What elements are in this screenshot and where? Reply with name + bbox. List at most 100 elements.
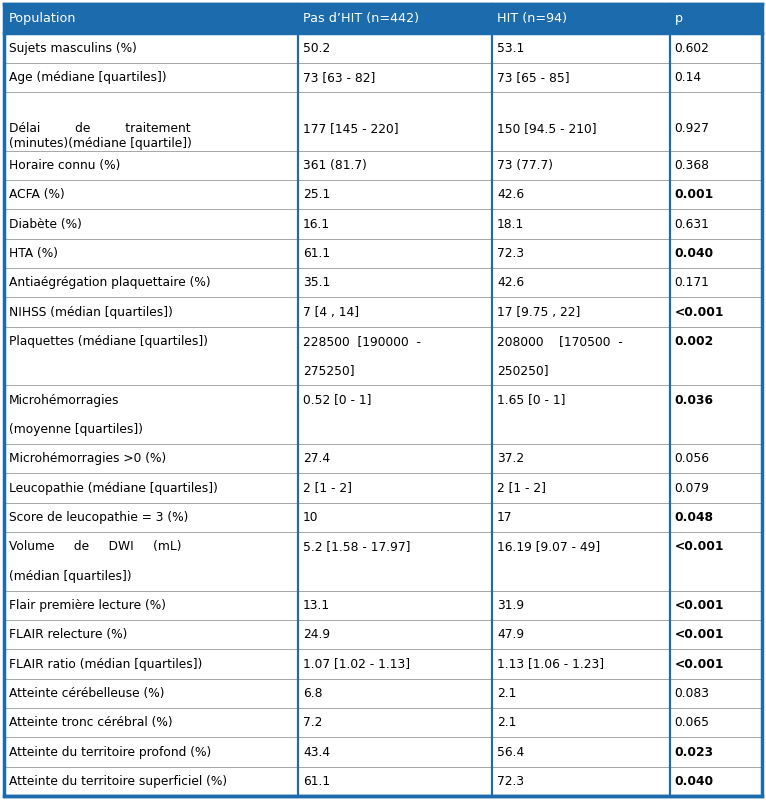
Text: 0.065: 0.065 [675,716,709,729]
Text: Volume     de     DWI     (mL): Volume de DWI (mL) [9,540,182,553]
Text: 53.1: 53.1 [497,42,525,54]
Text: 73 (77.7): 73 (77.7) [497,159,553,172]
Text: Antiaégrégation plaquettaire (%): Antiaégrégation plaquettaire (%) [9,276,211,289]
Text: 24.9: 24.9 [303,628,330,641]
Text: 1.13 [1.06 - 1.23]: 1.13 [1.06 - 1.23] [497,658,604,670]
Text: 50.2: 50.2 [303,42,330,54]
Bar [4,238,762,268]
Bar [4,92,762,180]
Text: 37.2: 37.2 [497,452,524,465]
Bar [4,268,762,298]
Text: Atteinte du territoire superficiel (%): Atteinte du territoire superficiel (%) [9,775,228,788]
Bar [4,708,762,738]
Text: 13.1: 13.1 [303,599,330,612]
Text: 5.2 [1.58 - 17.97]: 5.2 [1.58 - 17.97] [303,540,411,553]
Text: (minutes)(médiane [quartile]): (minutes)(médiane [quartile]) [9,137,192,150]
Bar [4,34,762,62]
Text: NIHSS (médian [quartiles]): NIHSS (médian [quartiles]) [9,306,173,318]
Bar [4,532,762,590]
Text: 0.001: 0.001 [675,188,714,201]
Text: 275250]: 275250] [303,364,355,377]
Text: Plaquettes (médiane [quartiles]): Plaquettes (médiane [quartiles]) [9,335,208,348]
Text: 2 [1 - 2]: 2 [1 - 2] [303,482,352,494]
Text: Pas d’HIT (n=442): Pas d’HIT (n=442) [303,12,419,25]
Bar [4,386,762,444]
Text: 1.07 [1.02 - 1.13]: 1.07 [1.02 - 1.13] [303,658,411,670]
Text: Microhémorragies >0 (%): Microhémorragies >0 (%) [9,452,166,465]
Text: 10: 10 [303,511,319,524]
Text: 35.1: 35.1 [303,276,330,289]
Text: 16.19 [9.07 - 49]: 16.19 [9.07 - 49] [497,540,601,553]
Text: 72.3: 72.3 [497,247,524,260]
Text: 43.4: 43.4 [303,746,330,758]
Bar [4,650,762,678]
Bar [4,738,762,766]
Text: <0.001: <0.001 [675,658,724,670]
Bar [4,678,762,708]
Text: 16.1: 16.1 [303,218,330,230]
Bar [4,180,762,210]
Text: 0.083: 0.083 [675,687,709,700]
Text: 1.65 [0 - 1]: 1.65 [0 - 1] [497,394,565,406]
Text: Population: Population [9,12,77,25]
Text: 31.9: 31.9 [497,599,524,612]
Text: 0.002: 0.002 [675,335,714,348]
Bar [4,444,762,474]
Text: 72.3: 72.3 [497,775,524,788]
Bar [4,298,762,326]
Text: <0.001: <0.001 [675,306,724,318]
Text: 0.52 [0 - 1]: 0.52 [0 - 1] [303,394,372,406]
Text: 0.602: 0.602 [675,42,709,54]
Text: 73 [65 - 85]: 73 [65 - 85] [497,71,570,84]
Bar [4,474,762,502]
Text: 0.368: 0.368 [675,159,709,172]
Text: 7 [4 , 14]: 7 [4 , 14] [303,306,359,318]
Text: 17: 17 [497,511,512,524]
Text: 0.079: 0.079 [675,482,709,494]
Text: Microhémorragies: Microhémorragies [9,394,119,406]
Bar [4,502,762,532]
Text: 2.1: 2.1 [497,687,516,700]
Text: 17 [9.75 , 22]: 17 [9.75 , 22] [497,306,581,318]
Bar [4,210,762,238]
Text: Sujets masculins (%): Sujets masculins (%) [9,42,137,54]
Text: 7.2: 7.2 [303,716,322,729]
Text: 208000    [170500  -: 208000 [170500 - [497,335,623,348]
Text: 250250]: 250250] [497,364,548,377]
Text: Atteinte tronc cérébral (%): Atteinte tronc cérébral (%) [9,716,172,729]
Text: <0.001: <0.001 [675,628,724,641]
Text: 228500  [190000  -: 228500 [190000 - [303,335,421,348]
Text: 42.6: 42.6 [497,188,524,201]
Text: 150 [94.5 - 210]: 150 [94.5 - 210] [497,122,597,135]
Text: Score de leucopathie = 3 (%): Score de leucopathie = 3 (%) [9,511,188,524]
Text: 361 (81.7): 361 (81.7) [303,159,367,172]
Text: Atteinte cérébelleuse (%): Atteinte cérébelleuse (%) [9,687,165,700]
Text: 0.036: 0.036 [675,394,713,406]
Text: 73 [63 - 82]: 73 [63 - 82] [303,71,375,84]
Text: 61.1: 61.1 [303,247,330,260]
Bar [4,590,762,620]
Bar [4,326,762,386]
Text: (moyenne [quartiles]): (moyenne [quartiles]) [9,423,143,436]
Text: <0.001: <0.001 [675,540,724,553]
Text: 0.14: 0.14 [675,71,702,84]
Text: (médian [quartiles]): (médian [quartiles]) [9,570,132,582]
Text: 0.631: 0.631 [675,218,709,230]
Bar [4,766,762,796]
Text: HIT (n=94): HIT (n=94) [497,12,567,25]
Text: Délai         de         traitement: Délai de traitement [9,122,191,135]
Text: HTA (%): HTA (%) [9,247,58,260]
Text: 0.040: 0.040 [675,775,714,788]
Text: 6.8: 6.8 [303,687,322,700]
Text: FLAIR ratio (médian [quartiles]): FLAIR ratio (médian [quartiles]) [9,658,202,670]
Text: 0.023: 0.023 [675,746,714,758]
Bar [4,620,762,650]
Text: Atteinte du territoire profond (%): Atteinte du territoire profond (%) [9,746,211,758]
Text: ACFA (%): ACFA (%) [9,188,65,201]
Text: 25.1: 25.1 [303,188,330,201]
Text: 42.6: 42.6 [497,276,524,289]
Text: 0.171: 0.171 [675,276,709,289]
Text: 2 [1 - 2]: 2 [1 - 2] [497,482,546,494]
Text: Leucopathie (médiane [quartiles]): Leucopathie (médiane [quartiles]) [9,482,218,494]
Text: 0.048: 0.048 [675,511,713,524]
